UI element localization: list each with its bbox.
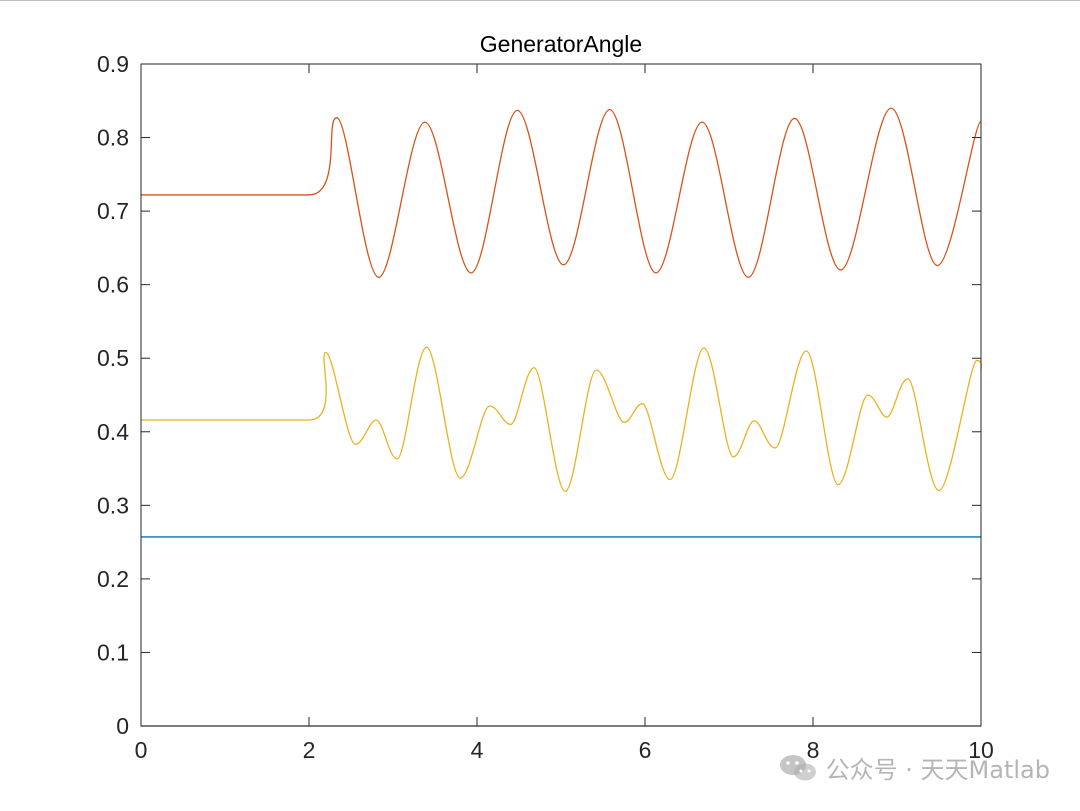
y-tick-label: 0.6 xyxy=(97,272,129,298)
series-line-2 xyxy=(141,107,982,278)
chart-title: GeneratorAngle xyxy=(480,31,642,57)
axes-box xyxy=(140,63,982,727)
plot-area-background xyxy=(141,64,981,726)
y-tick-label: 0 xyxy=(116,713,129,739)
y-tick-label: 0.1 xyxy=(97,639,129,665)
y-tick-label: 0.9 xyxy=(97,51,129,77)
x-tick-label: 6 xyxy=(639,737,652,763)
y-tick-label: 0.4 xyxy=(97,419,129,445)
y-tick-label: 0.2 xyxy=(97,566,129,592)
x-tick-label: 10 xyxy=(968,737,994,763)
series-line-3 xyxy=(141,346,982,493)
axes-layer xyxy=(140,63,982,727)
wechat-icon xyxy=(779,754,816,780)
x-tick-label: 0 xyxy=(135,737,148,763)
watermark: 公众号 · 天天Matlab xyxy=(778,750,1050,785)
x-tick-label: 8 xyxy=(807,737,820,763)
page-top-border xyxy=(0,0,1080,1)
y-tick-label: 0.8 xyxy=(97,125,129,151)
y-tick-label: 0.3 xyxy=(97,492,129,518)
ticks-layer: 0 2 4 6 8 10 0 0.1 0.2 0.3 0.4 0.5 0.6 0.7 0.8 0.9 xyxy=(97,51,994,763)
watermark-text: 公众号 · 天天Matlab xyxy=(825,756,1050,784)
x-tick-label: 2 xyxy=(303,737,316,763)
y-tick-label: 0.5 xyxy=(97,345,129,371)
x-tick-label: 4 xyxy=(471,737,484,763)
y-tick-label: 0.7 xyxy=(97,198,129,224)
